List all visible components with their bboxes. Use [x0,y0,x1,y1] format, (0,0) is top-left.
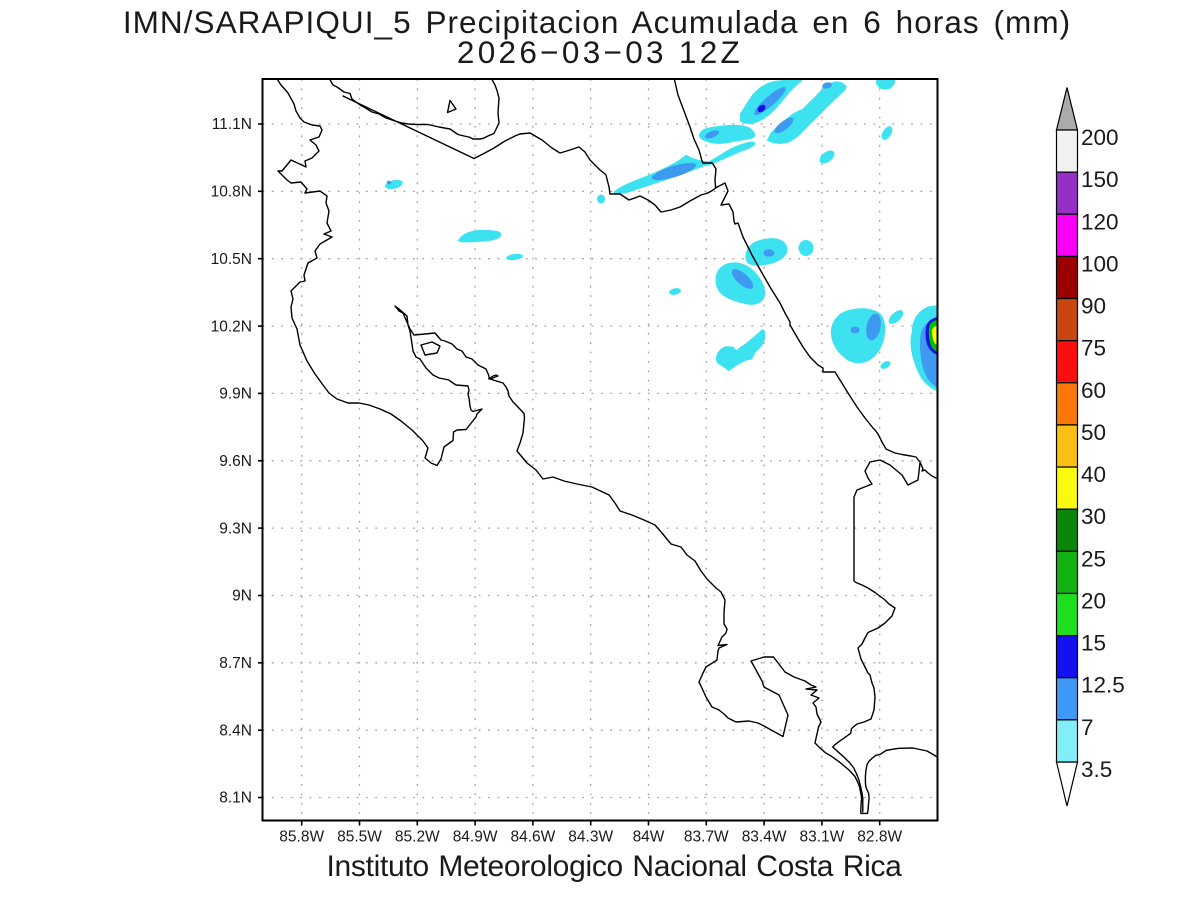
svg-text:84.6W: 84.6W [510,829,555,846]
svg-text:30: 30 [1081,504,1106,529]
svg-text:20: 20 [1081,588,1106,613]
svg-text:50: 50 [1081,420,1106,445]
svg-text:8.4N: 8.4N [219,722,252,739]
svg-text:12.5: 12.5 [1081,673,1125,698]
svg-text:83.7W: 83.7W [684,829,729,846]
svg-text:8.1N: 8.1N [219,790,252,807]
svg-text:200: 200 [1081,125,1119,150]
svg-text:IMN/SARAPIQUI_5 Precipitacion: IMN/SARAPIQUI_5 Precipitacion Acumulada … [123,4,1071,40]
svg-text:120: 120 [1081,209,1119,234]
svg-text:40: 40 [1081,462,1106,487]
svg-text:10.5N: 10.5N [211,251,252,268]
svg-text:9.9N: 9.9N [219,386,252,403]
svg-text:10.8N: 10.8N [211,184,252,201]
svg-text:10.2N: 10.2N [211,318,252,335]
svg-text:85.8W: 85.8W [279,829,324,846]
svg-text:84.3W: 84.3W [568,829,613,846]
svg-text:8.7N: 8.7N [219,655,252,672]
svg-text:85.2W: 85.2W [395,829,440,846]
svg-text:9N: 9N [232,588,252,605]
svg-text:84W: 84W [633,829,665,846]
svg-text:25: 25 [1081,546,1106,571]
svg-text:9.3N: 9.3N [219,520,252,537]
svg-text:15: 15 [1081,631,1106,656]
svg-text:83.1W: 83.1W [799,829,844,846]
svg-text:9.6N: 9.6N [219,453,252,470]
svg-text:85.5W: 85.5W [337,829,382,846]
svg-text:82.8W: 82.8W [857,829,902,846]
svg-text:84.9W: 84.9W [453,829,498,846]
svg-text:11.1N: 11.1N [212,116,252,133]
svg-text:3.5: 3.5 [1081,757,1112,782]
svg-text:100: 100 [1081,251,1119,276]
svg-text:83.4W: 83.4W [742,829,787,846]
svg-text:75: 75 [1081,336,1106,361]
svg-text:60: 60 [1081,378,1106,403]
svg-text:90: 90 [1081,294,1106,319]
svg-text:Instituto Meteorologico Nacion: Instituto Meteorologico Nacional Costa R… [326,850,902,883]
svg-text:2026−03−03 12Z: 2026−03−03 12Z [457,34,743,70]
svg-text:7: 7 [1081,715,1094,740]
svg-text:150: 150 [1081,167,1119,192]
